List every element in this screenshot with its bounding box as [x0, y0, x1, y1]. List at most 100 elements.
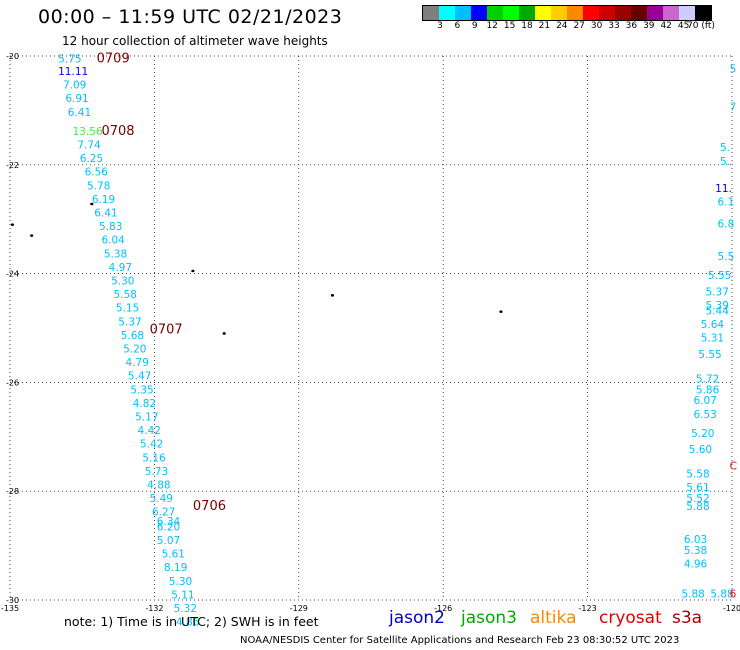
- wave-height-value: 6.1: [718, 197, 735, 209]
- wave-height-value: 5.42: [140, 439, 163, 451]
- wave-height-value: 6.25: [80, 153, 103, 165]
- wave-height-value: 5.68: [121, 330, 144, 342]
- colorbar-label: 3: [437, 21, 443, 31]
- wave-height-value: 5.30: [169, 576, 192, 588]
- map-grid: [9, 55, 733, 601]
- wave-height-value: 5.61: [686, 482, 709, 494]
- colorbar-swatch: [551, 6, 567, 20]
- lon-tick-label: -123: [579, 604, 597, 613]
- wave-height-value: 5.61: [162, 549, 185, 561]
- lat-tick-label: -24: [6, 270, 19, 279]
- colorbar-swatch: [535, 6, 551, 20]
- pass-time-label: 0706: [193, 499, 226, 514]
- wave-height-value: 5.44: [706, 305, 730, 317]
- wave-height-value: 5.20: [691, 428, 714, 440]
- wave-height-value: 6.03: [684, 534, 707, 546]
- page-subtitle: 12 hour collection of altimeter wave hei…: [62, 34, 328, 48]
- colorbar-swatch: [663, 6, 679, 20]
- wave-height-value: 4.86: [176, 617, 200, 629]
- colorbar-swatch: [567, 6, 583, 20]
- lon-tick-label: -126: [434, 604, 452, 613]
- wave-height-value: 5.39: [706, 300, 729, 312]
- wave-height-value: 5.83: [99, 221, 122, 233]
- wave-height-value: 5.78: [87, 180, 110, 192]
- wave-height-value: 5.35: [130, 384, 153, 396]
- observations-layer: 5.7511.117.096.916.4113.567.746.256.565.…: [58, 54, 737, 629]
- wave-height-value: 11.11: [58, 66, 88, 78]
- colorbar-swatch: [487, 6, 503, 20]
- colorbar-label: 6: [454, 21, 461, 31]
- satellite-legend-cryosat: cryosat: [599, 608, 662, 628]
- wave-height-value: 4.88: [147, 479, 170, 491]
- wave-height-value: 5.15: [116, 303, 139, 315]
- pass-time-label: 0708: [101, 124, 134, 139]
- wave-height-value: 6.41: [94, 207, 117, 219]
- colorbar-label: 42: [660, 21, 672, 31]
- lon-tick-label: -132: [145, 604, 163, 613]
- wave-height-value: 5.30: [111, 275, 134, 287]
- wave-height-value: 5.86: [696, 384, 720, 396]
- wave-height-value: 6: [730, 588, 737, 600]
- lat-tick-label: -28: [6, 487, 19, 496]
- wave-height-colorbar: [422, 5, 712, 21]
- colorbar-swatch: [695, 6, 711, 20]
- wave-height-value: 6.41: [68, 107, 91, 119]
- wave-height-value: 5.07: [157, 535, 180, 547]
- colorbar-swatch: [583, 6, 599, 20]
- wave-height-value: 5.37: [706, 286, 729, 298]
- wave-height-value: 6.04: [101, 235, 125, 247]
- page-title: 00:00 – 11:59 UTC 02/21/2023: [38, 6, 343, 28]
- wave-height-value: 5.38: [104, 248, 127, 260]
- wave-height-value: 5.47: [128, 371, 151, 383]
- wave-height-value: 5: [730, 63, 737, 75]
- colorbar-label: 70 (ft): [687, 21, 715, 31]
- wave-height-value: 5.88: [686, 501, 709, 513]
- islands-layer: [10, 202, 503, 335]
- colorbar-swatch: [631, 6, 647, 20]
- colorbar-swatch: [471, 6, 487, 20]
- wave-height-value: 5.58: [686, 469, 709, 481]
- wave-height-value: 4.82: [133, 398, 156, 410]
- satellite-legend-jason3: jason3: [461, 608, 517, 628]
- satellite-legend-jason2: jason2: [389, 608, 445, 628]
- wave-height-value: 6.20: [157, 521, 180, 533]
- wave-height-value: 6.07: [693, 395, 716, 407]
- wave-height-value: 5.75: [58, 54, 81, 66]
- colorbar-swatch: [599, 6, 615, 20]
- wave-height-value: 8.19: [164, 562, 187, 574]
- wave-height-value: 6.27: [152, 507, 175, 519]
- colorbar-label: 33: [608, 21, 620, 31]
- wave-height-value: 4.96: [684, 558, 708, 570]
- lat-tick-label: -20: [6, 52, 19, 61]
- footer-credit: NOAA/NESDIS Center for Satellite Applica…: [240, 635, 680, 646]
- wave-height-value: 5.55: [698, 349, 721, 361]
- colorbar-swatch: [615, 6, 631, 20]
- wave-height-value: 5.72: [696, 373, 719, 385]
- island-marker: [330, 294, 335, 297]
- wave-height-value: 4.97: [109, 262, 132, 274]
- colorbar-label: 18: [521, 21, 533, 31]
- wave-height-value: 7: [730, 101, 737, 113]
- colorbar-label: 24: [556, 21, 568, 31]
- wave-height-value: 13.56: [73, 126, 103, 138]
- wave-height-value: 6.19: [92, 194, 115, 206]
- wave-height-value: 7.74: [77, 139, 101, 151]
- wave-height-value: 6.56: [85, 167, 109, 179]
- wave-height-value: 5.38: [684, 545, 707, 557]
- island-marker: [90, 202, 94, 206]
- lon-tick-label: -120: [723, 604, 740, 613]
- colorbar-label: 30: [590, 21, 603, 31]
- wave-height-value: 6.91: [65, 93, 88, 105]
- wave-height-value: 5.49: [150, 493, 173, 505]
- lon-tick-label: -135: [1, 604, 19, 613]
- wave-height-value: 5.60: [689, 444, 712, 456]
- wave-height-value: 4.79: [126, 357, 149, 369]
- colorbar-label: 36: [625, 21, 638, 31]
- colorbar-label: 27: [573, 21, 585, 31]
- colorbar-swatch: [423, 6, 439, 20]
- wave-height-value: 6.8: [718, 218, 735, 230]
- colorbar-label: 15: [503, 21, 516, 31]
- pass-time-label: 0707: [150, 322, 183, 337]
- lat-tick-label: -30: [6, 596, 19, 605]
